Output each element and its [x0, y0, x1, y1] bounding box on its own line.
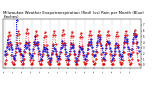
Text: Milwaukee Weather Evapotranspiration (Red) (vs) Rain per Month (Blue) (Inches): Milwaukee Weather Evapotranspiration (Re… — [3, 11, 144, 19]
